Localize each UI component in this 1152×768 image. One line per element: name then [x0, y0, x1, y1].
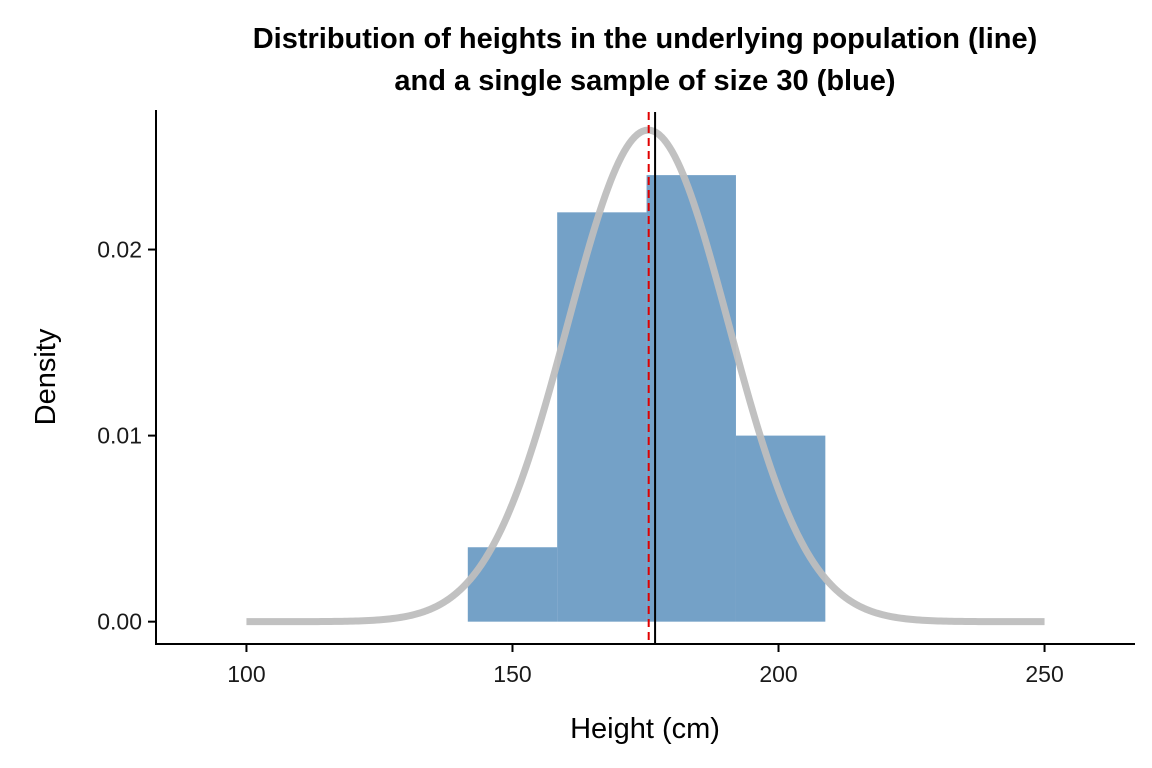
chart-title-line-2: and a single sample of size 30 (blue): [394, 65, 895, 97]
x-tick-label: 150: [493, 661, 531, 687]
x-tick-label: 200: [759, 661, 797, 687]
plot-area: [245, 112, 1046, 644]
y-tick-label: 0.02: [97, 237, 142, 263]
chart-title-line-1: Distribution of heights in the underlyin…: [253, 23, 1038, 55]
y-axis-title: Density: [30, 328, 62, 425]
x-tick-label: 100: [227, 661, 265, 687]
histogram-bar-3: [646, 175, 736, 622]
histogram-bar-4: [735, 435, 826, 622]
y-tick-label: 0.01: [97, 423, 142, 449]
histogram-bar-2: [557, 212, 647, 622]
x-axis-ticks: 100 150 200 250: [227, 644, 1064, 687]
y-tick-label: 0.00: [97, 609, 142, 635]
histogram-bar-1: [467, 547, 558, 622]
population-density-curve: [245, 126, 1046, 626]
x-tick-label: 250: [1025, 661, 1063, 687]
x-axis-title: Height (cm): [570, 713, 720, 745]
y-axis-ticks: 0.00 0.01 0.02: [97, 237, 156, 635]
